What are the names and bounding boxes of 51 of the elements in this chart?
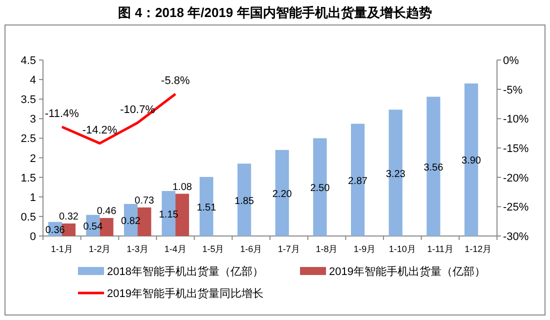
y2-tick-label: -5% [503,84,523,96]
y-tick-label: 4 [30,74,36,87]
data-label: 2.20 [272,188,292,200]
y-tick-label: 3.5 [20,94,36,106]
y-tick-label: 2 [30,152,36,165]
data-label: 1.08 [172,182,192,193]
bar [350,124,365,236]
data-label: 0.46 [96,206,117,218]
data-label: 2.50 [310,183,330,194]
legend-label: 2018年智能手机出货量（亿部） [107,265,264,278]
y2-tick-label: -20% [503,172,529,184]
y2-tick-label: -10% [503,114,529,126]
y-tick-label: 1 [30,192,36,204]
data-label: 1.51 [196,202,217,214]
legend-label: 2019年智能手机出货量（亿部） [329,265,486,278]
y-tick-label: 0.5 [20,211,36,224]
data-label: 2.87 [348,176,368,187]
data-label: 0.73 [134,195,155,206]
y-tick-label: 2.5 [20,133,36,146]
data-label: 1.85 [234,196,254,207]
x-tick-label: 1-6月 [240,244,262,254]
y2-tick-label: 0% [503,55,520,67]
y2-tick-label: -25% [503,202,529,214]
y-tick-label: 1.5 [20,172,36,184]
chart-title: 图 4：2018 年/2019 年国内智能手机出货量及增长趋势 [118,5,432,20]
x-tick-label: 1-1月 [50,244,73,254]
bar [464,83,478,236]
x-tick-label: 1-9月 [354,244,376,254]
x-tick-label: 1-7月 [278,244,300,254]
data-label: 3.23 [386,168,406,180]
data-label: -14.2% [82,124,118,136]
y-tick-label: 0 [30,231,36,243]
y-tick-label: 3 [30,114,36,126]
x-tick-label: 1-8月 [316,244,338,254]
legend-label: 2019年智能手机出货量同比增长 [107,287,264,300]
y-tick-label: 4.5 [20,55,36,67]
data-label: -11.4% [44,108,80,120]
x-tick-label: 1-4月 [164,244,186,254]
x-tick-label: 1-12月 [464,244,492,254]
x-tick-label: 1-10月 [388,244,416,254]
data-label: 0.32 [58,211,79,222]
bar [237,164,252,236]
y2-tick-label: -30% [503,231,529,243]
x-tick-label: 1-3月 [126,244,149,254]
data-label: 3.56 [424,162,444,174]
x-tick-label: 1-11月 [427,244,454,254]
x-tick-label: 1-2月 [88,244,111,254]
data-label: -5.8% [161,75,190,88]
data-label: 3.90 [462,156,482,167]
y2-tick-label: -15% [503,143,529,155]
x-tick-label: 1-5月 [202,244,224,254]
